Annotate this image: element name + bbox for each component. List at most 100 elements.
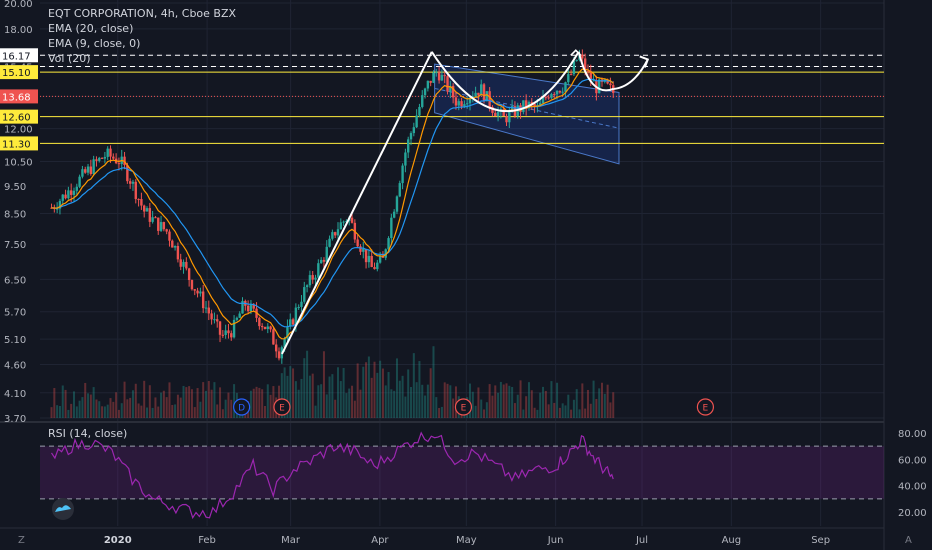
candle-body [151, 217, 154, 222]
volume-bar [421, 384, 424, 418]
volume-bar [570, 409, 573, 418]
volume-bar [505, 383, 508, 418]
candle-body [331, 232, 334, 239]
candle-body [376, 262, 379, 270]
candle-body [359, 246, 362, 252]
event-marker-e [273, 398, 291, 416]
volume-bar [502, 384, 505, 418]
auto-scale-button: A [905, 535, 912, 546]
volume-bar [185, 387, 188, 418]
logo-cloud-shape [55, 505, 71, 512]
trend-line [281, 51, 433, 355]
volume-bar [230, 399, 233, 418]
candle-body [140, 199, 143, 206]
candle-body [190, 280, 194, 290]
candle-body [294, 307, 298, 325]
candle-body [581, 54, 584, 59]
volume-bar [567, 394, 570, 418]
volume-bar [227, 392, 230, 418]
candle-body [482, 84, 486, 102]
candle-body [199, 291, 202, 294]
candle-body [182, 261, 185, 267]
volume-bar [404, 396, 407, 418]
candle-body [260, 326, 264, 328]
candle-body [277, 351, 281, 359]
volume-bar [115, 392, 118, 418]
candle-body [84, 169, 87, 173]
event-marker-letter: E [703, 404, 709, 414]
candle-body [207, 307, 210, 314]
volume-bar [367, 356, 370, 418]
volume-bar [376, 372, 379, 418]
volume-bar [272, 386, 275, 418]
time-axis-label: Jul [635, 535, 648, 546]
volume-bar [70, 403, 73, 418]
rsi-tick-label: 20.00 [898, 508, 927, 519]
volume-bar [64, 389, 67, 418]
candle-body [173, 245, 177, 248]
candle-body [227, 330, 230, 334]
legend-volume[interactable]: Vol (20) [48, 52, 91, 65]
candle-body [401, 165, 404, 184]
candle-body [204, 307, 208, 309]
volume-bar [586, 389, 589, 418]
volume-bar [432, 346, 435, 418]
candle-body [291, 319, 295, 325]
candle-body [168, 231, 171, 241]
candle-body [303, 287, 306, 302]
volume-bar [581, 383, 584, 418]
candle-body [390, 217, 393, 239]
candle-body [196, 290, 199, 294]
candle-body [308, 275, 312, 286]
candle-body [103, 156, 107, 159]
rsi-legend[interactable]: RSI (14, close) [48, 427, 128, 440]
candle-body [109, 148, 112, 157]
legend-ema9[interactable]: EMA (9, close, 0) [48, 37, 141, 50]
volume-bar [348, 388, 351, 418]
candle-body [404, 152, 407, 166]
candle-body [72, 190, 76, 195]
volume-bar [390, 389, 393, 418]
candle-body [589, 71, 592, 81]
legend-symbol[interactable]: EQT CORPORATION, 4h, Cboe BZX [48, 7, 237, 20]
volume-bar [365, 362, 368, 418]
volume-bar [477, 387, 480, 418]
candle-body [179, 259, 182, 267]
candle-body [530, 102, 533, 104]
candle-body [460, 101, 463, 107]
candle-body [449, 85, 452, 92]
candle-body [524, 100, 528, 109]
candle-body [218, 321, 222, 335]
candle-body [440, 75, 444, 81]
legend-ema20[interactable]: EMA (20, close) [48, 22, 134, 35]
candle-body [216, 319, 219, 322]
volume-bar [311, 373, 314, 418]
candle-body [522, 100, 525, 112]
volume-bar [92, 387, 95, 418]
volume-bar [131, 390, 134, 418]
candle-body [263, 326, 267, 330]
volume-bar [286, 375, 289, 418]
volume-bar [381, 368, 384, 418]
candle-body [165, 229, 168, 232]
candle-body [328, 238, 331, 247]
candle-body [95, 159, 98, 161]
volume-bar [280, 373, 283, 418]
volume-bar [263, 405, 266, 418]
volume-bar [547, 404, 550, 418]
event-marker-e [454, 398, 473, 416]
candle-body [201, 291, 205, 309]
volume-bar [572, 399, 575, 418]
volume-bar [72, 391, 75, 418]
volume-bar [58, 405, 61, 418]
price-tick-label: 7.50 [4, 240, 26, 251]
event-marker-d [233, 398, 251, 416]
volume-bar [233, 384, 236, 418]
candle-body [350, 217, 354, 223]
candle-body [423, 88, 427, 96]
volume-bar [564, 405, 567, 418]
volume-bar [407, 369, 410, 418]
volume-bar [598, 388, 601, 418]
